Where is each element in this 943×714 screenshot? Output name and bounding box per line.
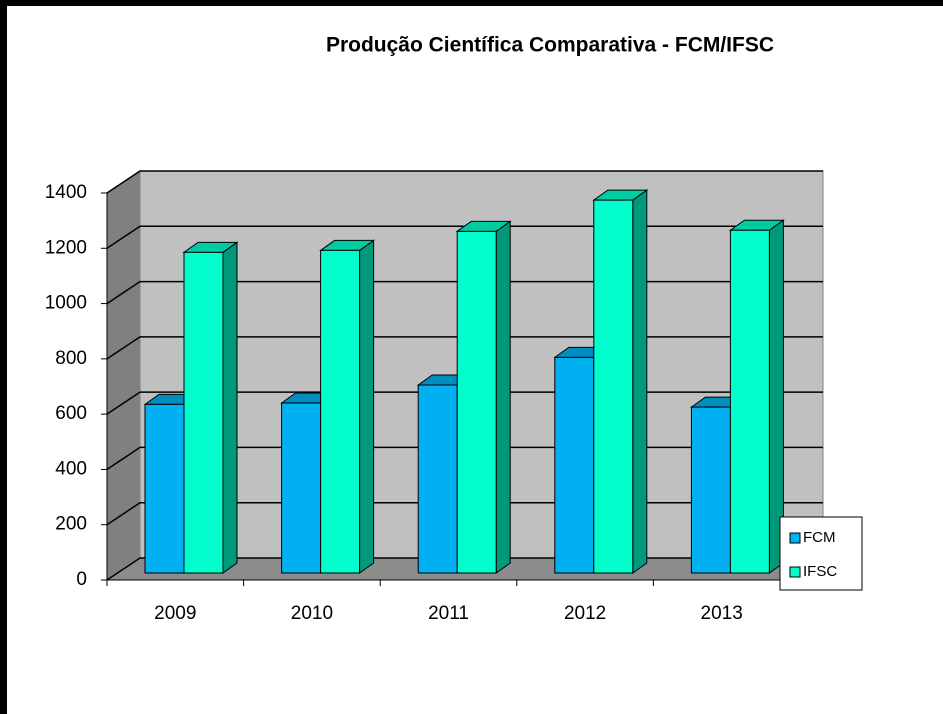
bar [592, 189, 649, 574]
y-tick-label: 0 [76, 569, 87, 590]
left-border [0, 0, 7, 714]
side-wall [107, 171, 140, 580]
x-tick-label: 2010 [291, 603, 333, 624]
bar-front [144, 403, 185, 574]
bar-front [456, 230, 497, 574]
legend-box [779, 516, 863, 591]
legend-label: FCM [803, 529, 836, 546]
grid-line [106, 170, 823, 194]
bar [728, 219, 785, 574]
y-tick-label: 1400 [45, 182, 87, 203]
y-tick-label: 1000 [45, 293, 87, 314]
x-tick-label: 2012 [564, 603, 606, 624]
legend-label: IFSC [803, 563, 837, 580]
bar-front [690, 406, 731, 574]
bar-front [417, 384, 458, 574]
bar-front [320, 249, 361, 574]
y-tick-label: 600 [55, 403, 87, 424]
bar-front [183, 251, 224, 574]
bar-front [281, 402, 322, 574]
bar-front [554, 356, 595, 574]
legend-swatch [789, 532, 801, 544]
y-tick-label: 800 [55, 348, 87, 369]
legend-swatch [789, 566, 801, 578]
x-tick-label: 2009 [154, 603, 196, 624]
bar-side [359, 239, 375, 574]
bar-side [222, 241, 238, 574]
bar [319, 239, 376, 574]
y-tick-label: 1200 [45, 237, 87, 258]
top-border [0, 0, 943, 6]
y-tick-label: 400 [55, 458, 87, 479]
bar-front [593, 199, 634, 574]
bar-side [632, 189, 648, 574]
x-tick-label: 2013 [701, 603, 743, 624]
x-tick-label: 2011 [428, 603, 469, 624]
bar-front [729, 229, 770, 574]
bar-side [495, 220, 511, 574]
chart-title: Produção Científica Comparativa - FCM/IF… [326, 34, 774, 57]
bar [455, 220, 512, 574]
y-tick-label: 200 [55, 514, 87, 535]
bar [182, 241, 239, 574]
